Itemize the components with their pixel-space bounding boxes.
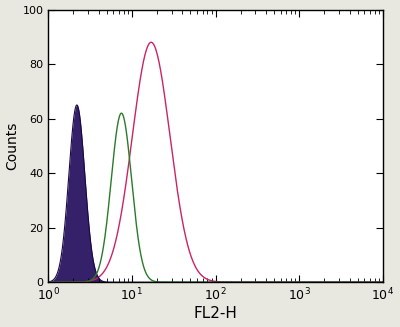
X-axis label: FL2-H: FL2-H bbox=[194, 306, 238, 321]
Y-axis label: Counts: Counts bbox=[6, 122, 20, 170]
